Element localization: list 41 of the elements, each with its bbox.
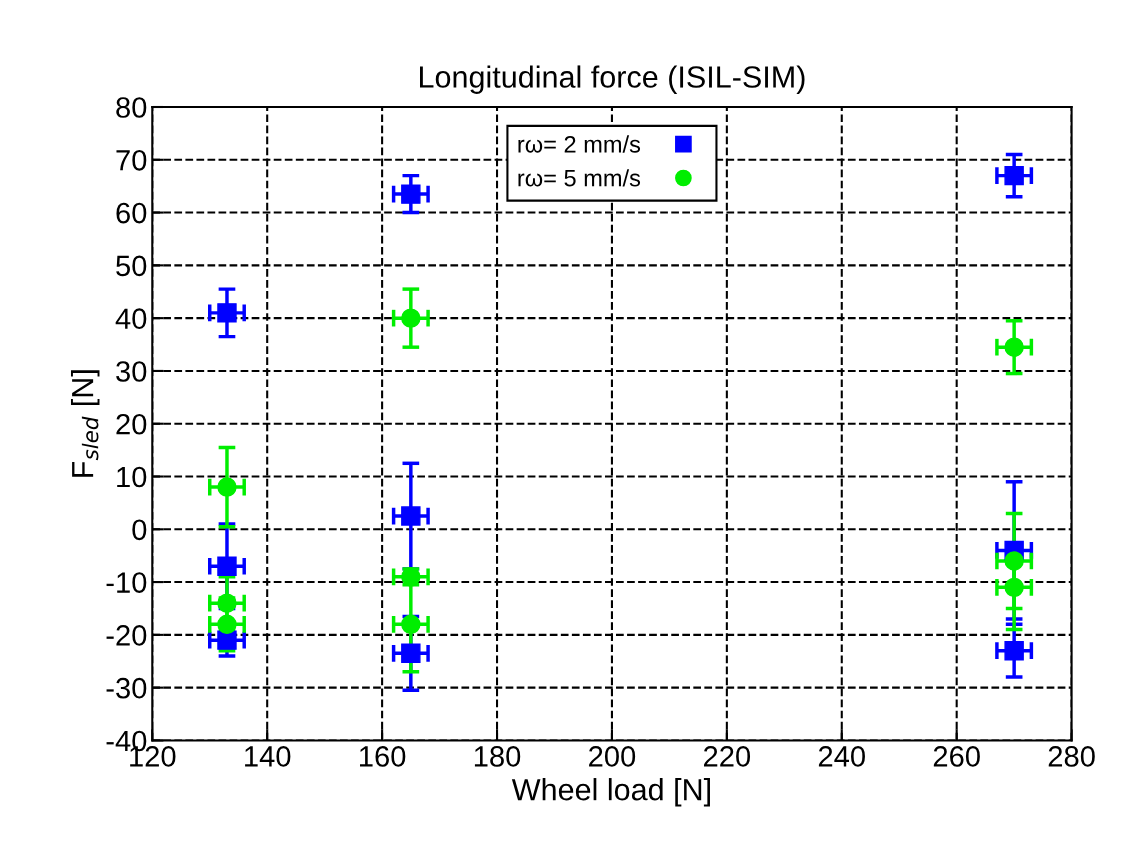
x-axis-title: Wheel load [N] (511, 778, 710, 807)
point (1004, 337, 1024, 357)
y-tick-label: 60 (116, 202, 147, 224)
point (217, 477, 237, 497)
x-tick-label: 200 (589, 746, 636, 767)
point (1004, 165, 1024, 186)
y-tick-label: 0 (132, 519, 147, 541)
chart-title: Longitudinal force (ISIL-SIM) (420, 65, 805, 94)
y-tick-label: 40 (115, 308, 147, 329)
legend-label: rω= 2 mm/s (518, 135, 641, 153)
y-tick-label: -20 (106, 625, 147, 646)
y-axis-title: F$_{sled}$ [N] (70, 370, 100, 477)
x-tick-label: 240 (818, 746, 865, 767)
point (217, 630, 237, 650)
point (1004, 640, 1024, 661)
point (217, 614, 237, 635)
point (1004, 577, 1024, 598)
point (217, 303, 237, 323)
y-tick-label: 50 (116, 255, 147, 277)
y-tick-label: 70 (116, 149, 147, 171)
point (401, 643, 421, 664)
x-tick-label: 160 (360, 746, 406, 767)
point (217, 593, 237, 613)
y-tick-label: -10 (106, 572, 147, 593)
x-tick-label: 260 (933, 746, 980, 767)
point (1004, 551, 1024, 571)
x-tick-label: 180 (474, 746, 521, 767)
point (401, 184, 421, 204)
y-tick-label: 20 (116, 413, 147, 435)
y-tick-label: 10 (117, 466, 147, 488)
x-tick-label: 280 (1048, 746, 1095, 767)
y-tick-label: 80 (116, 97, 147, 118)
point (401, 506, 421, 526)
point (401, 308, 421, 328)
x-tick-label: 220 (703, 746, 751, 767)
y-tick-label: -30 (106, 677, 147, 699)
point (217, 556, 237, 576)
legend-label: rω= 5 mm/s (518, 169, 641, 187)
point (401, 614, 421, 635)
x-tick-label: 140 (245, 746, 291, 767)
y-tick-label: 30 (116, 361, 147, 382)
